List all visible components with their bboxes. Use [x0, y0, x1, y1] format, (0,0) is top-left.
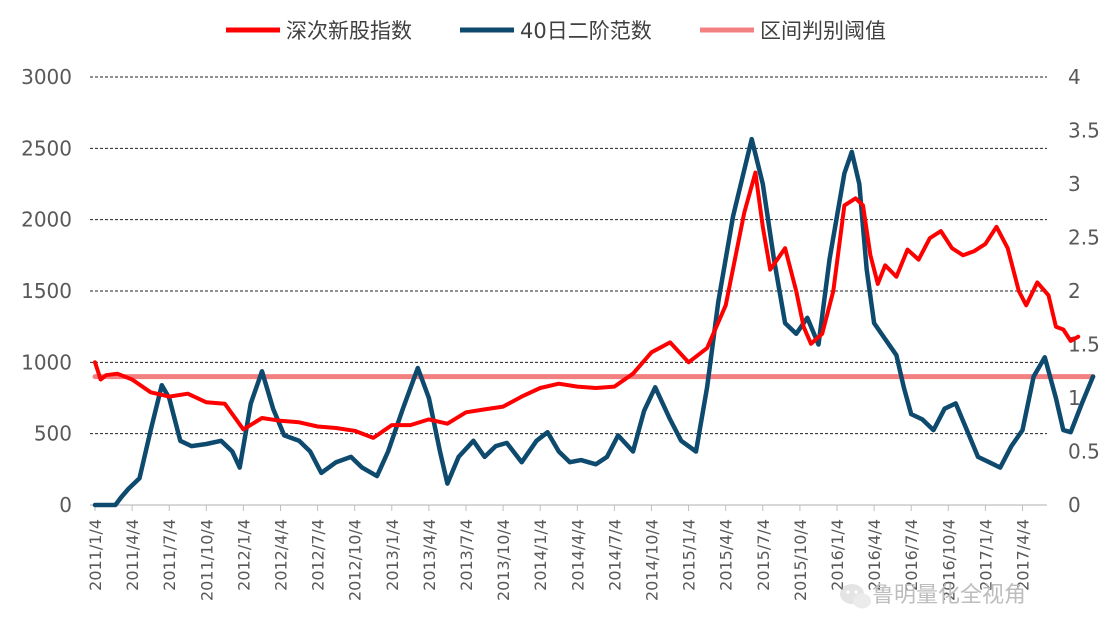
legend-label-norm: 40日二阶范数 — [520, 19, 652, 43]
x-tick-label: 2013/7/4 — [457, 519, 476, 591]
x-tick-label: 2017/1/4 — [976, 519, 995, 591]
y-right-tick-label: 4 — [1068, 65, 1081, 89]
series-lines — [92, 136, 1096, 508]
x-tick-label: 2012/4/4 — [272, 519, 291, 591]
y-axis-right: 0 0.5 1 1.5 2 2.5 3 3.5 4 — [1068, 65, 1100, 517]
x-tick-label: 2016/10/4 — [939, 519, 958, 601]
legend-label-threshold: 区间判别阈值 — [760, 19, 886, 43]
watermark-text: 鲁明量化全视角 — [872, 583, 1026, 608]
y-right-tick-label: 0 — [1068, 493, 1081, 517]
x-tick-label: 2014/7/4 — [605, 519, 624, 591]
wechat-icon — [840, 584, 871, 609]
x-tick-label: 2011/4/4 — [123, 519, 142, 591]
x-tick-label: 2015/7/4 — [754, 519, 773, 591]
y-left-tick-label: 0 — [59, 493, 72, 517]
y-right-tick-label: 3.5 — [1068, 119, 1100, 143]
x-tick-label: 2011/7/4 — [160, 519, 179, 591]
gridlines — [90, 76, 1047, 506]
x-tick-label: 2012/7/4 — [309, 519, 328, 591]
watermark: 鲁明量化全视角 — [840, 583, 1026, 609]
x-tick-label: 2013/10/4 — [494, 519, 513, 601]
x-tick-label: 2013/4/4 — [420, 519, 439, 591]
y-left-tick-label: 1000 — [21, 350, 72, 374]
y-axis-left: 0 500 1000 1500 2000 2500 3000 — [21, 65, 72, 517]
y-left-tick-label: 500 — [34, 422, 72, 446]
y-left-tick-label: 2500 — [21, 136, 72, 160]
x-tick-label: 2016/4/4 — [865, 519, 884, 591]
y-left-tick-label: 2000 — [21, 208, 72, 232]
x-tick-label: 2013/1/4 — [383, 519, 402, 591]
x-tick-label: 2011/10/4 — [197, 519, 216, 601]
x-tick-label: 2011/1/4 — [86, 519, 105, 591]
series-line — [93, 170, 1081, 440]
y-right-tick-label: 2 — [1068, 279, 1081, 303]
x-tick-label: 2016/7/4 — [902, 519, 921, 591]
x-tick-label: 2012/1/4 — [234, 519, 253, 591]
x-tick-label: 2015/1/4 — [680, 519, 699, 591]
y-right-tick-label: 1 — [1068, 386, 1081, 410]
x-axis: 2011/1/4 2011/4/4 2011/7/4 2011/10/4 2012/1/… — [86, 505, 1033, 601]
y-left-tick-label: 1500 — [21, 279, 72, 303]
x-tick-label: 2015/10/4 — [791, 519, 810, 601]
y-right-tick-label: 3 — [1068, 172, 1081, 196]
x-tick-label: 2017/4/4 — [1014, 519, 1033, 591]
x-tick-label: 2014/10/4 — [643, 519, 662, 601]
y-right-tick-label: 2.5 — [1068, 226, 1100, 250]
x-tick-label: 2014/4/4 — [568, 519, 587, 591]
y-right-tick-label: 1.5 — [1068, 333, 1100, 357]
series-line — [92, 136, 1096, 508]
x-tick-label: 2016/1/4 — [828, 519, 847, 591]
legend-label-index: 深次新股指数 — [286, 19, 412, 43]
y-left-tick-label: 3000 — [21, 65, 72, 89]
legend: 深次新股指数 40日二阶范数 区间判别阈值 — [226, 19, 886, 43]
x-tick-label: 2012/10/4 — [346, 519, 365, 601]
y-right-tick-label: 0.5 — [1068, 440, 1100, 464]
x-tick-label: 2014/1/4 — [531, 519, 550, 591]
x-tick-label: 2015/4/4 — [717, 519, 736, 591]
